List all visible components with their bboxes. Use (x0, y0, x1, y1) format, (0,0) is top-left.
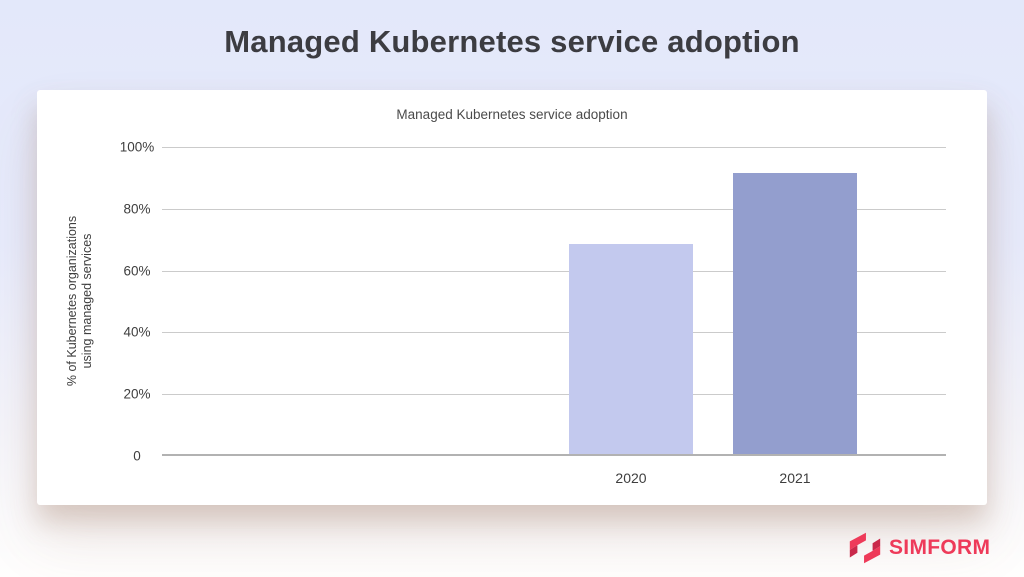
bar-2021 (733, 173, 857, 454)
y-tick-label: 40% (123, 324, 151, 340)
y-tick-label: 0 (133, 448, 141, 464)
gridline (162, 332, 946, 333)
y-tick-label: 60% (123, 263, 151, 279)
gridline (162, 271, 946, 272)
gridline (162, 209, 946, 210)
chart-card: Managed Kubernetes service adoption % of… (37, 90, 987, 505)
y-tick-label: 20% (123, 386, 151, 402)
y-axis-title-line-2: using managed services (80, 233, 94, 369)
y-tick-label: 80% (123, 201, 151, 217)
simform-logo-text: SIMFORM (889, 536, 991, 559)
simform-logo-icon (849, 532, 881, 564)
chart-title: Managed Kubernetes service adoption (396, 107, 628, 122)
plot-area (162, 147, 946, 456)
gridline (162, 394, 946, 395)
bar-2020 (569, 244, 693, 454)
x-tick-label: 2021 (779, 470, 811, 486)
x-tick-label: 2020 (615, 470, 647, 486)
x-axis-baseline (162, 454, 946, 456)
page-title: Managed Kubernetes service adoption (224, 24, 800, 59)
y-axis-title-line-1: % of Kubernetes organizations (65, 215, 79, 387)
y-tick-label: 100% (119, 139, 155, 155)
simform-logo: SIMFORM (846, 528, 990, 568)
gridline (162, 147, 946, 148)
y-axis-title: % of Kubernetes organizations using mana… (65, 216, 95, 386)
